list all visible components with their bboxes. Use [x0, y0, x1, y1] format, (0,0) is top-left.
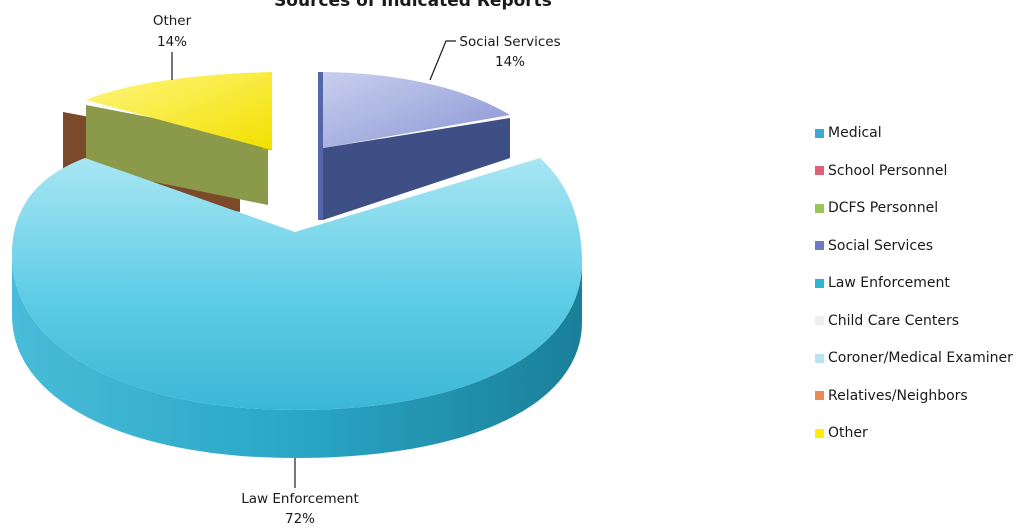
legend-swatch-other: [815, 428, 824, 438]
legend-label-relatives-neighbors: Relatives/Neighbors: [828, 387, 968, 404]
legend-item-law-enforcement: Law Enforcement: [815, 274, 1025, 292]
legend-item-school-personnel: School Personnel: [815, 162, 1025, 180]
legend-item-child-care-centers: Child Care Centers: [815, 312, 1025, 330]
legend-swatch-social-services: [815, 241, 824, 250]
data-label-social-services-value: 14%: [495, 54, 525, 70]
legend-swatch-law-enforcement: [815, 278, 824, 288]
legend-swatch-dcfs-personnel: [815, 203, 824, 213]
slice-social-services: [323, 72, 510, 148]
data-label-other-name: Other: [153, 13, 192, 29]
legend-item-dcfs-personnel: DCFS Personnel: [815, 199, 1025, 217]
slice-law-enforcement: [12, 158, 582, 410]
slice-social-services-side: [323, 118, 510, 220]
slice-law-enforcement-side: [12, 255, 582, 458]
slice-social-services-side-left: [318, 72, 323, 220]
legend-item-medical: Medical: [815, 124, 1025, 142]
legend: Medical School Personnel DCFS Personnel …: [815, 124, 1025, 462]
legend-swatch-medical: [815, 128, 824, 138]
data-label-other-value: 14%: [157, 34, 187, 50]
legend-item-coroner-medical-examiner: Coroner/Medical Examiner: [815, 349, 1025, 367]
data-label-law-enforcement-name: Law Enforcement: [241, 491, 359, 507]
legend-swatch-child-care-centers: [815, 316, 824, 325]
legend-item-other: Other: [815, 424, 1025, 442]
data-label-social-services-name: Social Services: [459, 34, 560, 50]
legend-label-medical: Medical: [828, 125, 882, 141]
legend-label-school-personnel: School Personnel: [828, 162, 948, 179]
legend-label-child-care-centers: Child Care Centers: [828, 312, 960, 329]
legend-label-coroner-medical-examiner: Coroner/Medical Examiner: [828, 350, 1013, 366]
dcfs-personnel-side: [86, 105, 268, 205]
legend-item-social-services: Social Services: [815, 237, 1025, 255]
data-label-law-enforcement-value: 72%: [285, 511, 315, 527]
legend-item-relatives-neighbors: Relatives/Neighbors: [815, 387, 1025, 405]
legend-label-other: Other: [828, 425, 868, 441]
legend-label-social-services: Social Services: [828, 237, 933, 254]
leader-social-services: [429, 40, 456, 81]
legend-swatch-coroner-medical-examiner: [815, 353, 824, 363]
legend-swatch-school-personnel: [815, 166, 824, 175]
legend-swatch-relatives-neighbors: [815, 391, 824, 400]
chart-title: Sources of Indicated Reports: [274, 0, 552, 11]
legend-label-dcfs-personnel: DCFS Personnel: [828, 200, 939, 216]
slice-other: [86, 72, 272, 150]
legend-label-law-enforcement: Law Enforcement: [828, 275, 950, 291]
